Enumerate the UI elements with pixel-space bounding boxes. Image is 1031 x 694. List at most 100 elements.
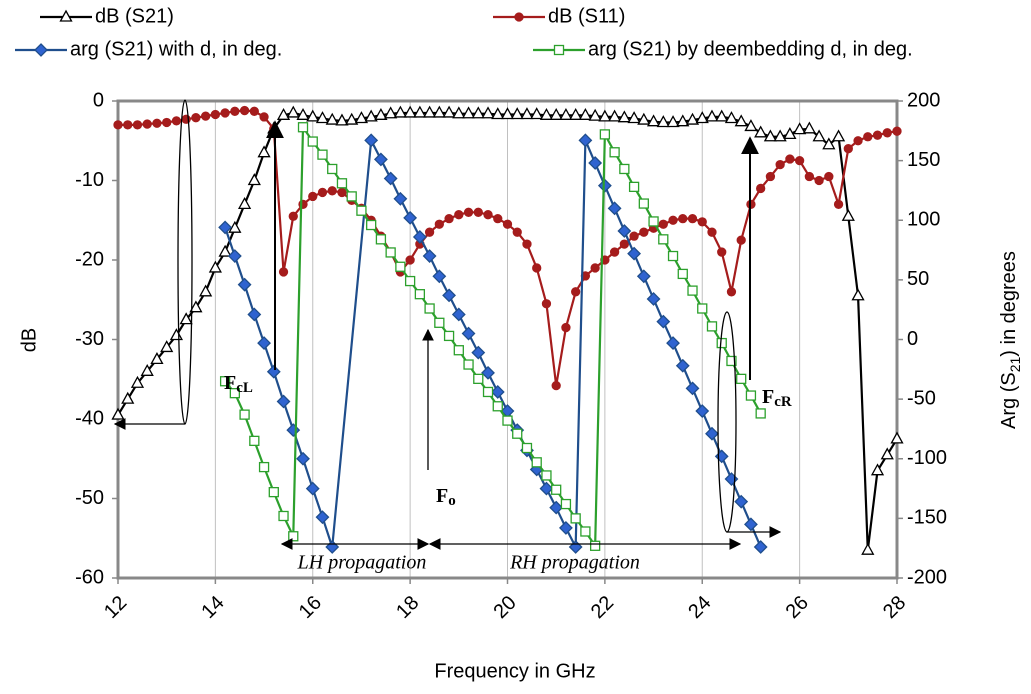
point xyxy=(717,247,727,257)
point xyxy=(676,114,690,127)
point xyxy=(452,106,466,119)
point xyxy=(541,470,552,481)
point xyxy=(724,472,739,486)
annotation: Fo xyxy=(436,485,456,510)
label-part: ) in degrees xyxy=(998,251,1020,357)
legend-label: dB (S11) xyxy=(548,5,625,27)
point xyxy=(249,435,260,447)
point xyxy=(687,285,698,296)
point xyxy=(502,415,513,426)
series-line xyxy=(224,123,762,550)
point xyxy=(461,106,476,119)
x-tick-label: 12 xyxy=(100,592,131,623)
point xyxy=(227,249,242,263)
point xyxy=(539,107,554,120)
point xyxy=(142,119,152,129)
annotation-sub: o xyxy=(448,493,456,509)
point xyxy=(423,105,437,118)
legend-marker xyxy=(514,12,524,22)
point xyxy=(697,217,707,227)
x-tick-label: 14 xyxy=(197,592,228,623)
point xyxy=(364,109,378,122)
point xyxy=(560,498,572,510)
point xyxy=(765,171,776,182)
x-tick-label: 22 xyxy=(587,592,618,623)
point xyxy=(403,105,417,118)
point xyxy=(471,345,486,360)
point xyxy=(237,277,252,292)
point xyxy=(841,208,855,221)
point xyxy=(755,408,766,419)
point xyxy=(481,365,495,380)
point xyxy=(697,303,708,314)
point xyxy=(162,117,172,128)
y-axis-label: dB xyxy=(18,328,40,352)
point xyxy=(442,288,456,303)
point xyxy=(200,111,211,121)
point xyxy=(658,234,669,245)
point xyxy=(678,214,688,224)
point xyxy=(257,336,271,350)
point xyxy=(521,442,533,454)
y2-tick-label: -150 xyxy=(907,507,947,529)
y2-tick-label: 150 xyxy=(907,149,940,171)
point xyxy=(220,108,230,118)
point xyxy=(706,321,718,332)
point xyxy=(724,111,739,124)
point xyxy=(695,111,709,124)
point xyxy=(785,154,795,164)
point xyxy=(609,247,620,257)
point xyxy=(199,284,213,297)
point xyxy=(627,246,642,261)
point xyxy=(522,239,532,249)
point xyxy=(493,214,503,224)
point xyxy=(424,227,435,237)
point xyxy=(890,431,904,444)
legend-item: dB (S11) xyxy=(493,5,625,27)
point xyxy=(685,112,700,125)
point xyxy=(870,463,885,476)
annotation-sub: cL xyxy=(236,380,253,396)
point xyxy=(132,120,143,130)
point xyxy=(414,289,426,300)
point xyxy=(424,303,435,314)
point xyxy=(588,156,603,170)
point xyxy=(814,175,824,186)
point xyxy=(247,307,262,322)
point xyxy=(763,129,778,142)
point xyxy=(638,198,649,209)
point xyxy=(405,255,415,265)
point xyxy=(570,513,581,524)
point xyxy=(561,322,571,333)
point xyxy=(444,214,454,224)
point xyxy=(892,126,902,136)
y-tick-label: -40 xyxy=(75,407,104,429)
point xyxy=(247,173,261,186)
point xyxy=(707,227,717,237)
point xyxy=(639,227,649,237)
legend-item: arg (S21) with d, in deg. xyxy=(15,38,282,60)
point xyxy=(531,457,542,468)
point xyxy=(656,314,671,329)
point xyxy=(627,111,641,124)
point xyxy=(345,112,359,125)
point xyxy=(276,107,291,120)
point xyxy=(569,107,583,120)
point xyxy=(734,114,748,127)
point xyxy=(745,390,757,401)
point xyxy=(305,481,320,496)
point xyxy=(482,386,494,398)
point xyxy=(210,109,221,120)
point xyxy=(375,234,387,245)
point xyxy=(383,171,398,186)
point xyxy=(646,292,661,306)
y2-tick-label: 100 xyxy=(907,209,940,231)
point xyxy=(239,105,250,116)
point xyxy=(451,307,466,322)
point xyxy=(286,105,300,118)
point xyxy=(822,137,836,150)
point xyxy=(473,207,483,217)
point xyxy=(384,106,398,119)
point xyxy=(276,394,291,409)
point xyxy=(404,275,416,287)
